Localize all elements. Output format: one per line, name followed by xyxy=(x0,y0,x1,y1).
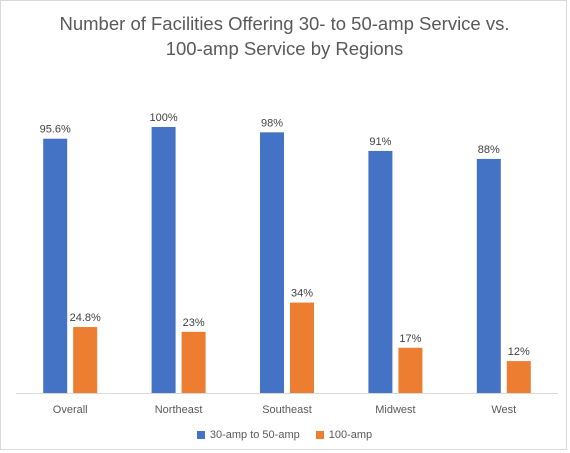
data-label-30-amp-to-50-amp-midwest: 91% xyxy=(369,136,391,148)
bar-30-amp-to-50-amp-overall xyxy=(43,138,68,393)
bar-30-amp-to-50-amp-southeast xyxy=(260,132,284,393)
bar-100-amp-overall xyxy=(73,327,98,393)
bar-100-amp-midwest xyxy=(398,347,423,393)
bar-100-amp-southeast xyxy=(290,302,314,393)
legend-swatch-30-50-amp xyxy=(196,431,205,439)
chart-title-line-1: Number of Facilities Offering 30- to 50-… xyxy=(59,13,510,34)
chart-title-line-2: 100-amp Service by Regions xyxy=(165,38,404,59)
bar-100-amp-west xyxy=(506,361,531,393)
data-label-100-amp-west: 12% xyxy=(508,346,530,358)
bar-100-amp-northeast xyxy=(181,331,206,393)
legend-label-100-amp: 100-amp xyxy=(328,429,373,441)
data-label-30-amp-to-50-amp-west: 88% xyxy=(478,144,500,156)
chart-title: Number of Facilities Offering 30- to 50-… xyxy=(1,11,568,61)
data-label-100-amp-southeast: 34% xyxy=(291,288,313,300)
data-label-100-amp-overall: 24.8% xyxy=(70,312,101,324)
data-label-100-amp-midwest: 17% xyxy=(399,333,421,345)
data-label-30-amp-to-50-amp-overall: 95.6% xyxy=(40,124,71,136)
category-label-west: West xyxy=(491,404,516,416)
category-label-midwest: Midwest xyxy=(375,404,415,416)
legend-item-30-50-amp: 30-amp to 50-amp xyxy=(196,429,300,441)
category-label-northeast: Northeast xyxy=(155,404,203,416)
bar-30-amp-to-50-amp-northeast xyxy=(151,127,176,393)
legend-item-100-amp: 100-amp xyxy=(315,429,373,441)
legend: 30-amp to 50-amp 100-amp xyxy=(1,429,568,441)
category-label-southeast: Southeast xyxy=(262,404,312,416)
bar-30-amp-to-50-amp-west xyxy=(476,158,501,393)
category-label-overall: Overall xyxy=(53,404,88,416)
bar-30-amp-to-50-amp-midwest xyxy=(368,150,393,393)
data-label-100-amp-northeast: 23% xyxy=(183,317,205,329)
legend-swatch-100-amp xyxy=(315,431,324,439)
legend-label-30-50-amp: 30-amp to 50-amp xyxy=(209,429,300,441)
data-label-30-amp-to-50-amp-southeast: 98% xyxy=(261,117,283,129)
data-label-30-amp-to-50-amp-northeast: 100% xyxy=(150,112,178,124)
